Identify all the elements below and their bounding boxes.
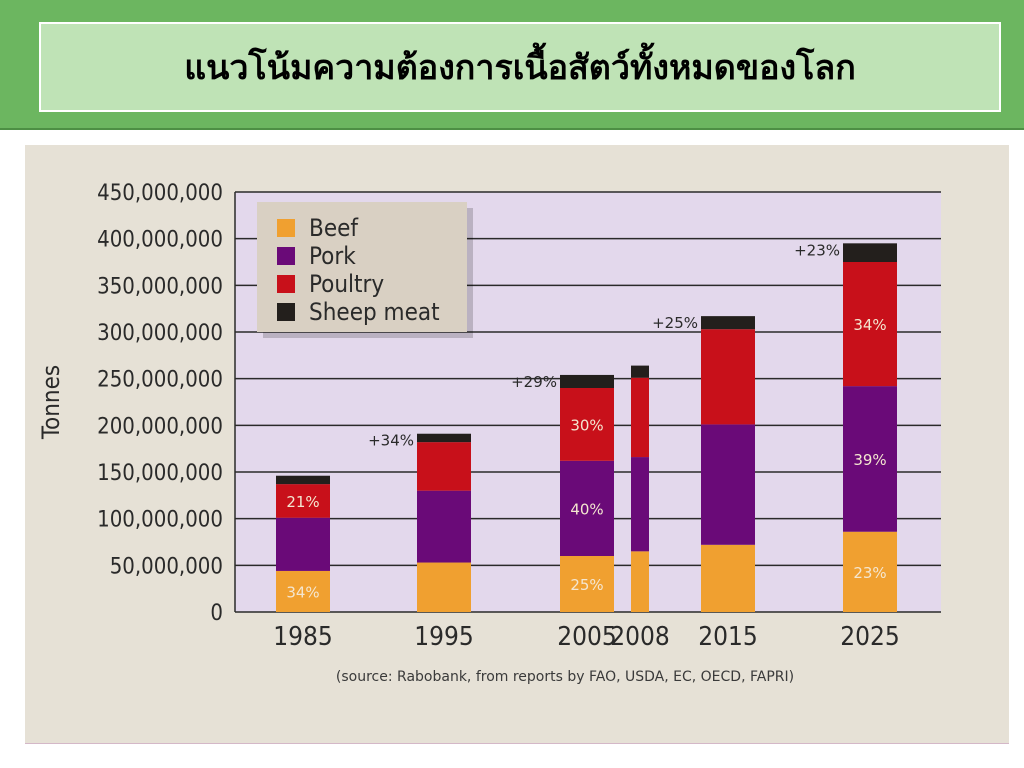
data-label: 25% bbox=[570, 576, 603, 594]
bar-segment-poultry bbox=[276, 484, 330, 518]
title-box: แนวโน้มความต้องการเนื้อสัตว์ทั้งหมดของโล… bbox=[39, 22, 1001, 112]
legend-swatch bbox=[277, 275, 295, 293]
y-tick-label: 300,000,000 bbox=[97, 321, 223, 346]
bar-segment-poultry bbox=[843, 262, 897, 387]
legend-label: Pork bbox=[309, 242, 356, 270]
bar-segment-poultry bbox=[560, 388, 614, 461]
y-tick-label: 350,000,000 bbox=[97, 274, 223, 299]
growth-annotation: +25% bbox=[652, 314, 698, 332]
slide-title: แนวโน้มความต้องการเนื้อสัตว์ทั้งหมดของโล… bbox=[184, 48, 856, 88]
x-tick-label: 2008 bbox=[610, 622, 670, 652]
y-tick-label: 50,000,000 bbox=[110, 554, 223, 579]
y-tick-label: 100,000,000 bbox=[97, 508, 223, 533]
data-label: 34% bbox=[853, 316, 886, 334]
legend-swatch bbox=[277, 303, 295, 321]
y-tick-label: 250,000,000 bbox=[97, 368, 223, 393]
x-tick-label: 1995 bbox=[414, 622, 474, 652]
y-tick-labels: 0 50,000,000 100,000,000 150,000,000 200,000… bbox=[97, 181, 223, 626]
bar-segment-beef bbox=[417, 562, 471, 612]
bar-segment-sheep-meat bbox=[417, 433, 471, 443]
bar-segment-poultry bbox=[417, 442, 471, 491]
bar-segment-pork bbox=[276, 517, 330, 571]
legend-swatch bbox=[277, 219, 295, 237]
y-tick-label: 0 bbox=[210, 601, 223, 626]
bar-segment-pork bbox=[701, 424, 755, 545]
y-tick-label: 150,000,000 bbox=[97, 461, 223, 486]
x-tick-label: 1985 bbox=[273, 622, 333, 652]
slide-header: แนวโน้มความต้องการเนื้อสัตว์ทั้งหมดของโล… bbox=[0, 0, 1024, 130]
stacked-bar-chart: 34% 21% 25% 40% 30% 23% 39% 34% 0 50,000,000 100,… bbox=[37, 181, 941, 685]
x-tick-label: 2005 bbox=[557, 622, 617, 652]
bar-segment-poultry bbox=[631, 377, 649, 458]
legend-swatch bbox=[277, 247, 295, 265]
bar-segment-beef bbox=[631, 551, 649, 612]
bar-segment-pork bbox=[631, 457, 649, 552]
data-label: 34% bbox=[286, 583, 319, 601]
data-label: 39% bbox=[853, 451, 886, 469]
x-tick-label: 2015 bbox=[698, 622, 758, 652]
legend-label: Sheep meat bbox=[309, 298, 440, 326]
bar-segment-sheep-meat bbox=[276, 475, 330, 485]
growth-annotation: +29% bbox=[511, 373, 557, 391]
legend-label: Poultry bbox=[309, 270, 384, 298]
bar-segment-beef bbox=[701, 544, 755, 612]
x-tick-label: 2025 bbox=[840, 622, 900, 652]
data-label: 21% bbox=[286, 493, 319, 511]
source-note: (source: Rabobank, from reports by FAO, … bbox=[336, 669, 794, 685]
y-tick-label: 450,000,000 bbox=[97, 181, 223, 206]
bar-segment-sheep-meat bbox=[631, 365, 649, 378]
data-label: 40% bbox=[570, 500, 603, 518]
bar-segment-pork bbox=[560, 460, 614, 556]
legend-label: Beef bbox=[309, 214, 359, 242]
bar-segment-beef bbox=[843, 531, 897, 612]
bar-segment-sheep-meat bbox=[701, 316, 755, 330]
bar-segment-sheep-meat bbox=[560, 374, 614, 388]
bar-segment-beef bbox=[560, 556, 614, 612]
y-axis-label: Tonnes bbox=[37, 365, 65, 440]
data-label: 23% bbox=[853, 564, 886, 582]
data-label: 30% bbox=[570, 416, 603, 434]
bar-segment-beef bbox=[276, 570, 330, 612]
bar-segment-poultry bbox=[701, 329, 755, 425]
bar-segment-pork bbox=[843, 386, 897, 532]
growth-annotations: +34% +29% +25% +23% bbox=[368, 241, 840, 449]
chart-figure: 34% 21% 25% 40% 30% 23% 39% 34% 0 50,000,000 100,… bbox=[25, 145, 1009, 744]
bar-segment-pork bbox=[417, 490, 471, 563]
y-tick-label: 400,000,000 bbox=[97, 228, 223, 253]
growth-annotation: +34% bbox=[368, 432, 414, 450]
y-tick-label: 200,000,000 bbox=[97, 414, 223, 439]
growth-annotation: +23% bbox=[794, 241, 840, 259]
bars: 34% 21% 25% 40% 30% 23% 39% 34% bbox=[276, 243, 897, 612]
bar-segment-sheep-meat bbox=[843, 243, 897, 262]
